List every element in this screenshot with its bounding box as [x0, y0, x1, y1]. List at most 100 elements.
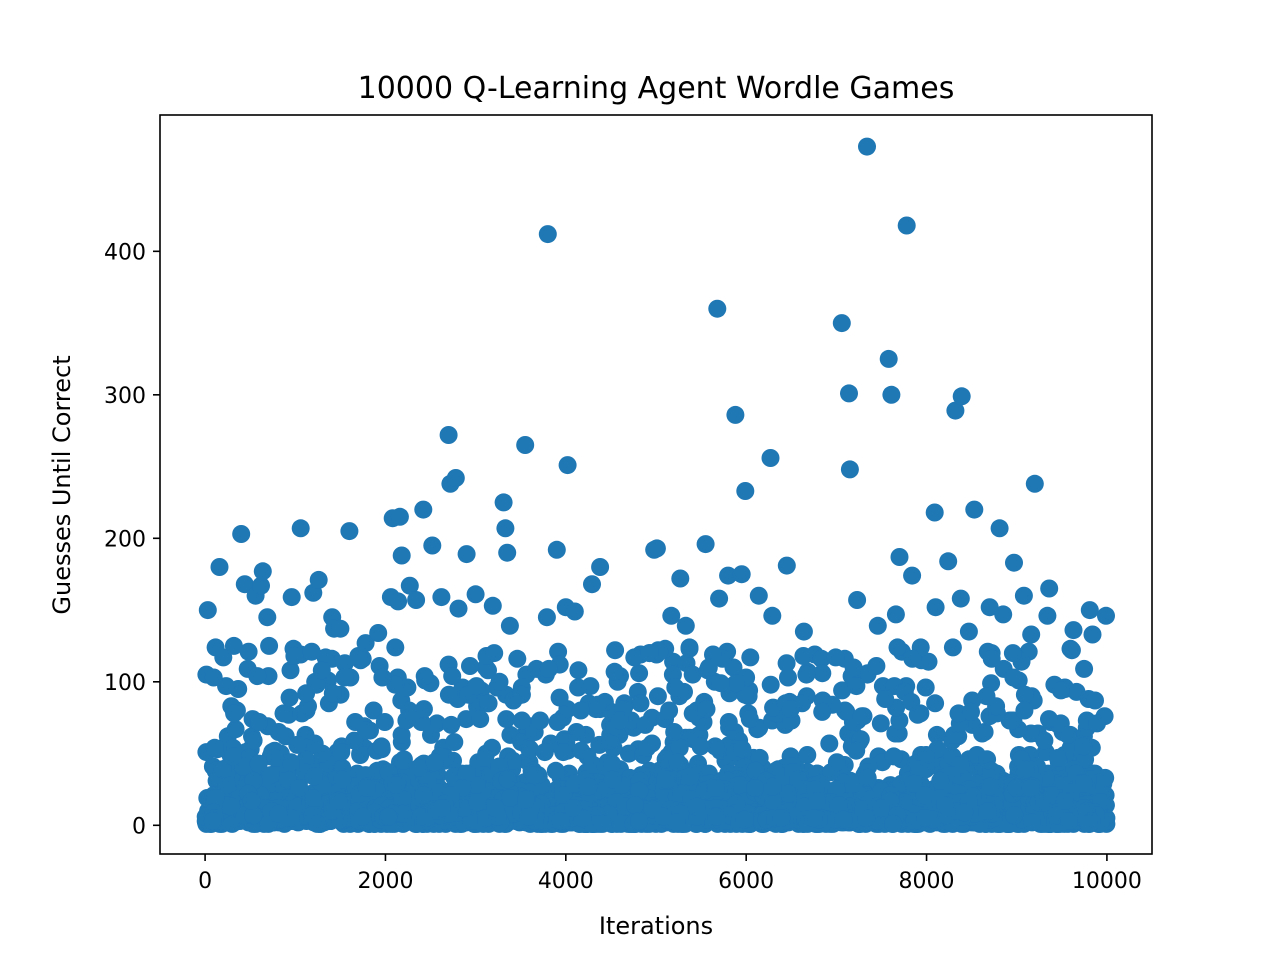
data-point	[462, 812, 481, 830]
data-point	[468, 793, 487, 812]
data-point	[1003, 644, 1022, 663]
data-point	[719, 566, 738, 585]
data-point	[443, 667, 462, 686]
data-point	[707, 807, 726, 826]
data-point	[591, 558, 610, 576]
data-point	[926, 694, 945, 713]
data-point	[546, 761, 565, 780]
data-point	[307, 675, 326, 694]
data-point	[392, 725, 411, 744]
data-point	[281, 661, 300, 680]
data-point	[516, 436, 535, 454]
data-point	[833, 681, 852, 700]
data-point	[916, 678, 935, 697]
data-point	[951, 589, 970, 608]
data-point	[476, 748, 495, 767]
data-point	[335, 668, 354, 687]
data-point	[345, 731, 364, 750]
data-point	[761, 675, 780, 694]
data-point	[917, 746, 936, 764]
data-point	[1083, 625, 1102, 644]
data-point	[904, 774, 923, 793]
data-point	[519, 807, 538, 826]
data-point	[508, 649, 527, 668]
data-point	[697, 700, 716, 719]
data-point	[332, 743, 351, 762]
data-point	[648, 687, 667, 706]
data-point	[797, 665, 816, 684]
data-point	[696, 535, 715, 554]
data-point	[781, 700, 800, 719]
data-point	[235, 575, 254, 594]
data-point	[1051, 681, 1070, 700]
data-point	[732, 565, 751, 584]
data-point	[1035, 731, 1054, 750]
data-point	[547, 540, 566, 559]
data-point	[1022, 625, 1041, 644]
data-point	[990, 519, 1009, 538]
data-point	[498, 770, 517, 789]
data-point	[852, 707, 871, 726]
data-point	[290, 779, 309, 797]
data-point	[537, 608, 556, 627]
data-point	[369, 624, 388, 642]
data-point	[1004, 668, 1023, 687]
data-point	[630, 812, 649, 830]
data-point	[670, 738, 689, 757]
x-tick-label: 0	[198, 869, 212, 894]
data-point	[735, 810, 754, 829]
data-point	[763, 606, 782, 625]
y-axis-label: Guesses Until Correct	[48, 355, 76, 614]
data-point	[261, 766, 280, 785]
y-tick-label: 200	[104, 527, 146, 552]
data-point	[387, 776, 406, 795]
data-point	[808, 791, 826, 810]
data-point	[467, 677, 486, 696]
data-point	[847, 741, 866, 760]
data-point	[281, 753, 300, 772]
data-point	[457, 764, 476, 783]
data-point	[548, 713, 567, 731]
data-point	[442, 715, 461, 734]
data-point	[1002, 711, 1021, 730]
data-point	[630, 781, 649, 800]
data-point	[569, 661, 588, 680]
data-point	[708, 299, 727, 318]
data-point	[955, 803, 974, 822]
data-point	[1016, 760, 1035, 779]
data-point	[886, 605, 905, 624]
data-point	[217, 776, 236, 795]
data-point	[266, 748, 285, 767]
data-point	[258, 608, 277, 627]
data-point	[477, 647, 496, 665]
data-point	[285, 647, 304, 665]
data-point	[626, 796, 644, 815]
data-point	[1074, 737, 1093, 756]
data-point	[588, 695, 607, 714]
data-point	[248, 667, 267, 686]
data-point	[610, 711, 629, 730]
data-point	[432, 588, 451, 607]
data-point	[296, 750, 315, 769]
data-point	[496, 519, 515, 538]
data-point	[1064, 621, 1083, 640]
data-point	[779, 668, 797, 687]
data-point	[357, 721, 376, 740]
data-point	[224, 747, 242, 766]
data-point	[593, 814, 612, 833]
data-point	[564, 799, 583, 818]
data-point	[375, 713, 394, 731]
data-point	[858, 137, 876, 156]
data-point	[221, 813, 240, 832]
data-point	[333, 770, 352, 789]
y-tick-label: 0	[132, 814, 146, 839]
data-point	[879, 349, 898, 368]
data-point	[389, 592, 408, 611]
x-axis: 0 2000 4000 6000 8000 10000	[198, 854, 1142, 894]
data-point	[340, 522, 359, 541]
data-point	[461, 657, 479, 675]
data-point	[535, 743, 554, 762]
data-point	[772, 809, 791, 828]
data-point	[910, 760, 929, 779]
